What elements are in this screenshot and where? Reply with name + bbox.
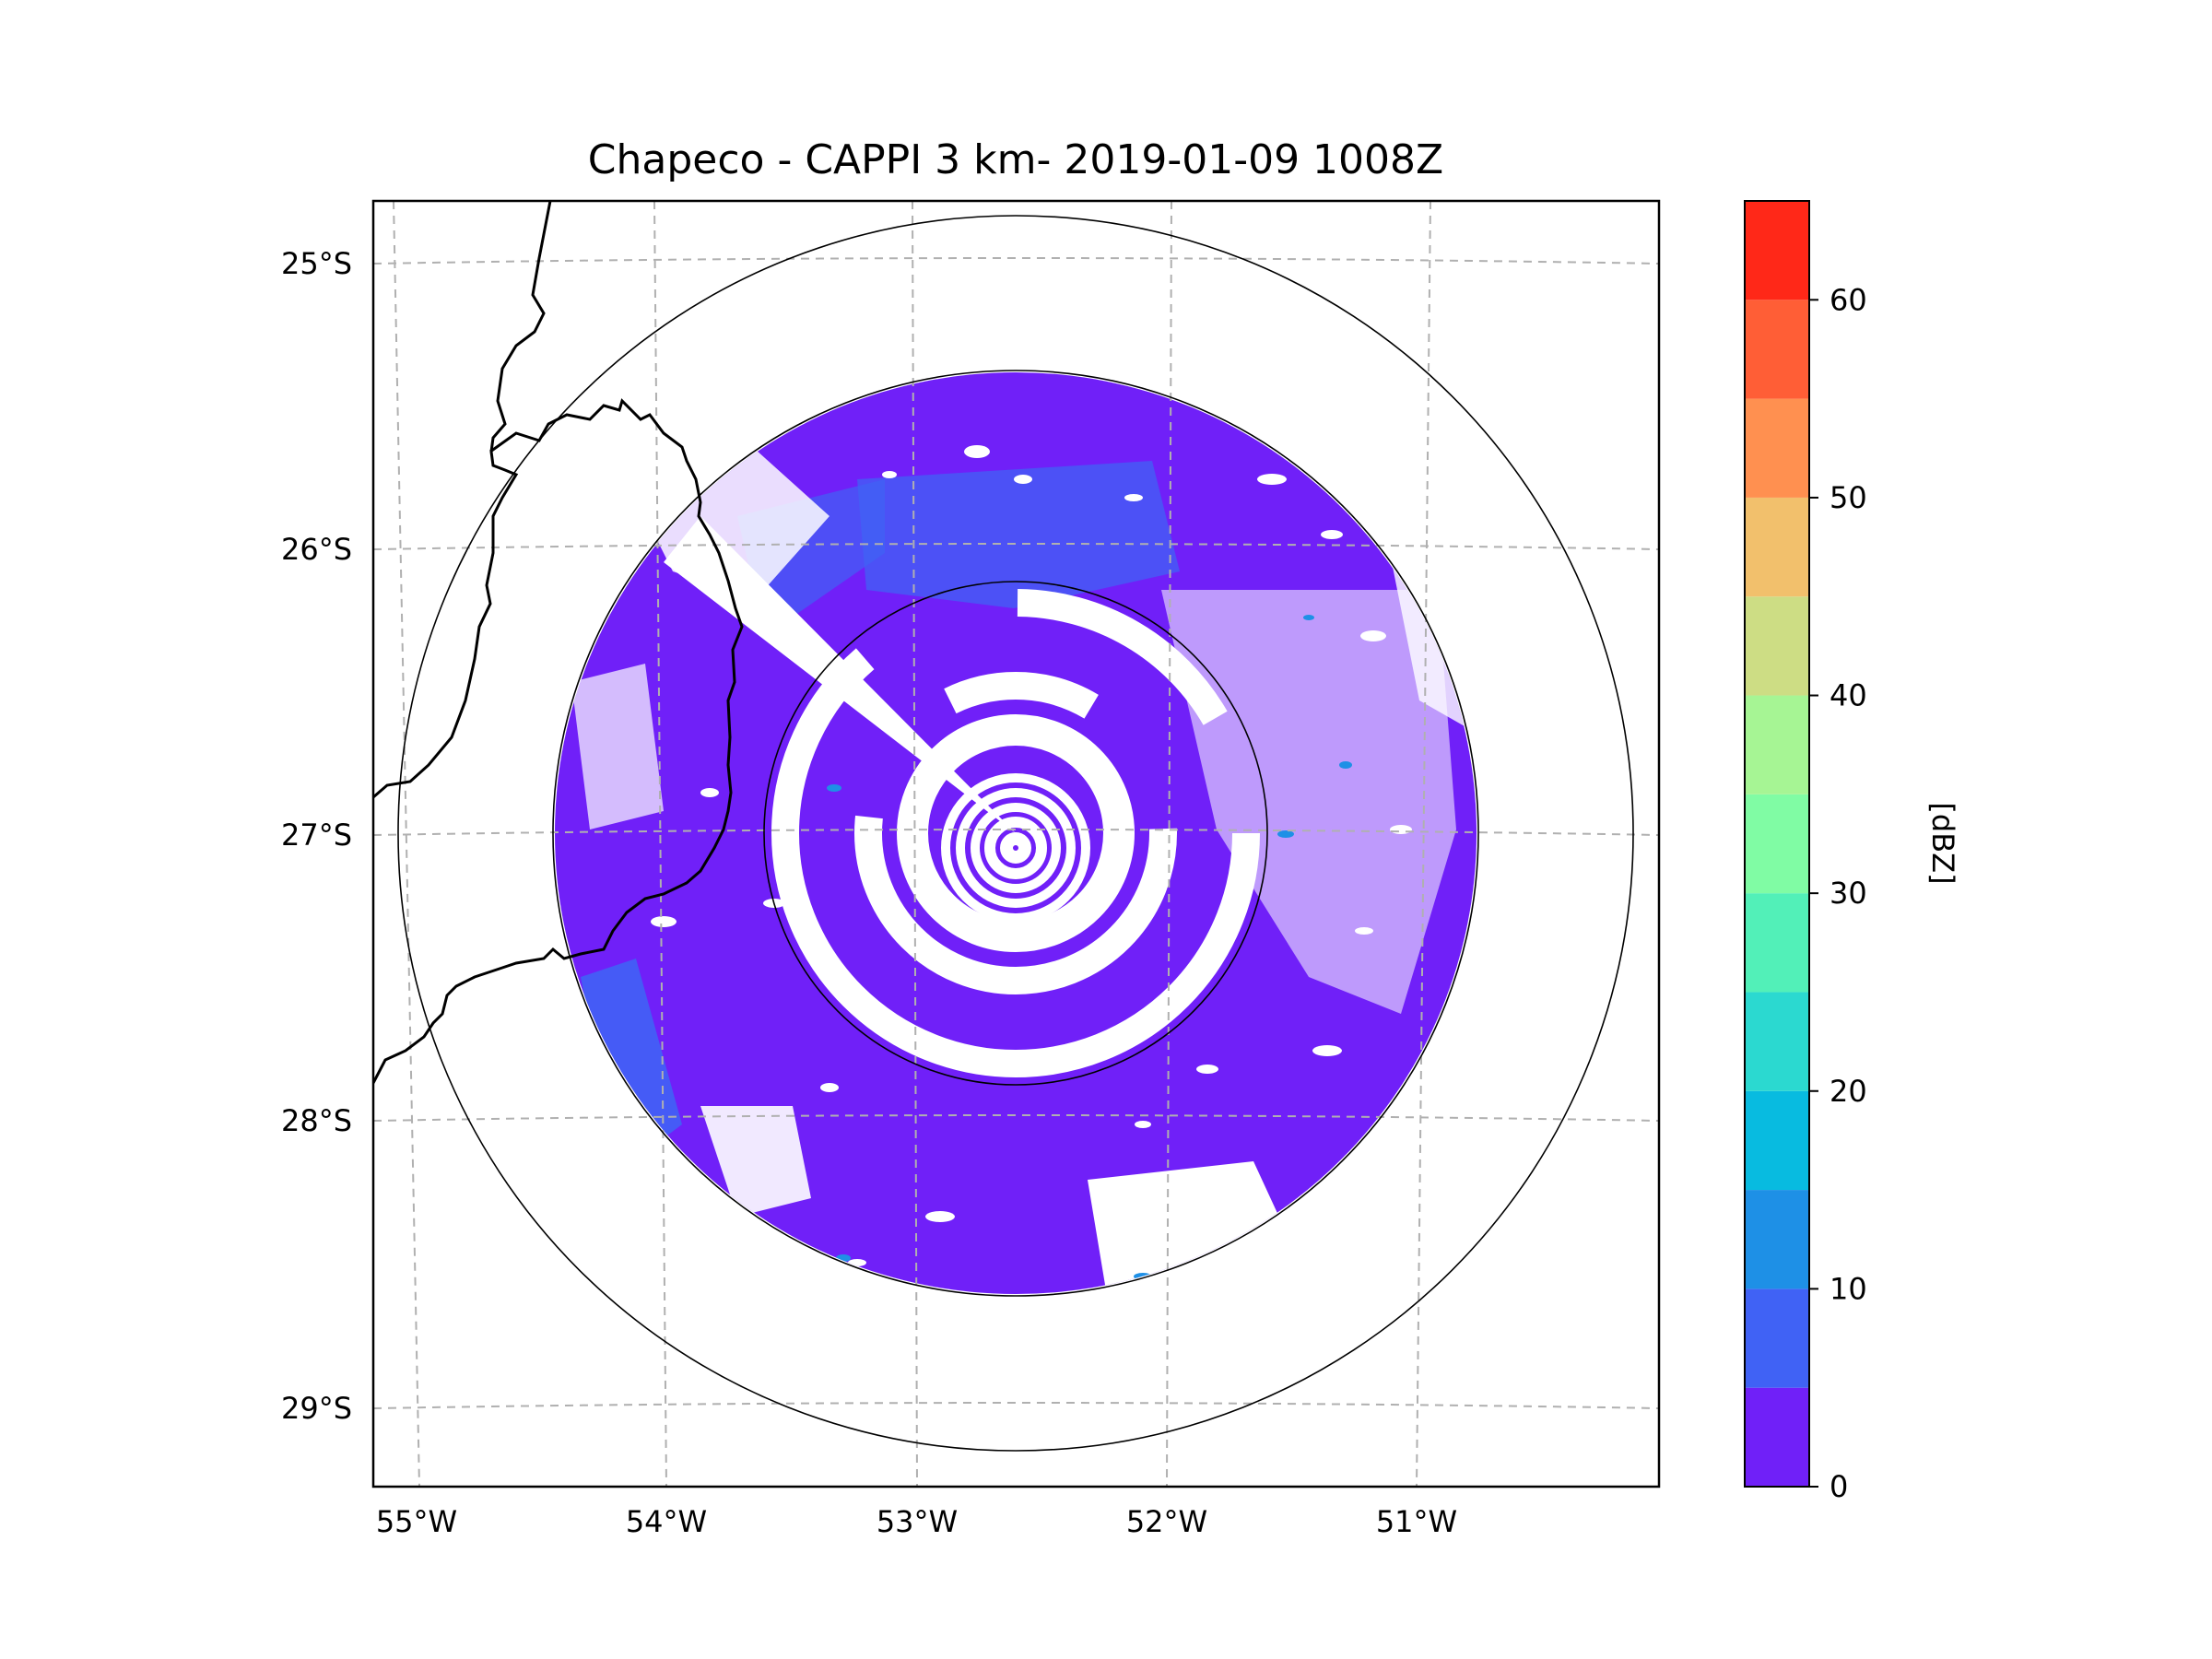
gap-south-sector (700, 1106, 811, 1217)
echo-area-south-west (581, 959, 682, 1152)
colorbar-bin-45-50 (1745, 497, 1809, 597)
gridline-lon-51w (1416, 201, 1431, 1487)
lat-label-28s: 28°S (281, 1103, 352, 1138)
colorbar-bin-5-10 (1745, 1288, 1809, 1388)
range-ring-200km (552, 370, 1479, 1297)
borders (373, 201, 744, 1084)
lat-label-27s: 27°S (281, 818, 352, 853)
colorbar: 0 10 20 30 40 50 60 [dBZ] (1744, 200, 1960, 1504)
gap-ring-mid (854, 672, 1177, 994)
border-argentina-brazil (373, 398, 744, 1084)
colorbar-bin-40-45 (1745, 596, 1809, 696)
colorbar-tick-label: 50 (1830, 480, 1867, 515)
gridline-lat-29s (373, 1402, 1659, 1409)
range-rings (397, 215, 1634, 1452)
colorbar-bin-35-40 (1745, 695, 1809, 794)
lon-label-55w: 55°W (376, 1504, 457, 1539)
lat-label-29s: 29°S (281, 1391, 352, 1426)
gap-ring-inner (897, 714, 1135, 952)
colorbar-bin-10-15 (1745, 1190, 1809, 1289)
map-panel (373, 201, 1659, 1487)
colorbar-label: [dBZ] (1925, 802, 1960, 884)
colorbar-bin-25-30 (1745, 893, 1809, 993)
gridlines (373, 201, 1659, 1487)
gap-ring-outer (771, 589, 1260, 1077)
lat-label-25s: 25°S (281, 246, 352, 281)
gridline-lat-25s (373, 257, 1659, 265)
chart-title: Chapeco - CAPPI 3 km- 2019-01-09 1008Z (588, 136, 1443, 183)
colorbar-bin-30-35 (1745, 794, 1809, 894)
border-paraguay-argentina (373, 201, 552, 799)
gap-east-sector (1161, 590, 1456, 1014)
lat-label-26s: 26°S (281, 532, 352, 567)
range-ring-300km (397, 215, 1634, 1452)
colorbar-bin-0-5 (1745, 1387, 1809, 1487)
colorbar-ticks: 0 10 20 30 40 50 60 (1809, 282, 1867, 1504)
echo-area-north (857, 461, 1180, 608)
map-frame (371, 199, 1661, 1488)
colorbar-tick-label: 40 (1830, 678, 1867, 713)
gridline-lon-52w (1166, 201, 1172, 1487)
lat-labels: 25°S 26°S 27°S 28°S 29°S (281, 246, 352, 1426)
colorbar-bin-60-65 (1745, 201, 1809, 300)
colorbar-bin-15-20 (1745, 1090, 1809, 1191)
gridline-lat-27s (373, 829, 1659, 836)
colorbar-bin-50-55 (1745, 398, 1809, 498)
range-ring-100km (763, 581, 1268, 1086)
gridline-lon-53w (912, 201, 918, 1487)
lon-label-54w: 54°W (626, 1504, 707, 1539)
gridline-lon-54w (653, 201, 667, 1487)
gridline-lat-26s (373, 543, 1659, 550)
colorbar-bin-20-25 (1745, 992, 1809, 1091)
colorbar-tick-label: 30 (1830, 876, 1867, 911)
gridline-lat-28s (373, 1114, 1659, 1122)
echo-speckle (651, 445, 1412, 1266)
radar-center-clutter (941, 773, 1090, 923)
colorbar-tick-label: 60 (1830, 282, 1867, 317)
colorbar-bins (1745, 201, 1809, 1487)
colorbar-frame (1744, 200, 1810, 1488)
colorbar-tick-label: 20 (1830, 1074, 1867, 1109)
lon-label-53w: 53°W (877, 1504, 958, 1539)
colorbar-tick-label: 0 (1830, 1469, 1848, 1504)
reflectivity-field (555, 372, 1477, 1294)
gridline-lon-55w (393, 201, 420, 1487)
colorbar-bin-55-60 (1745, 300, 1809, 399)
lon-labels: 55°W 54°W 53°W 52°W 51°W (376, 1504, 1457, 1539)
gap-west-sector (571, 664, 664, 830)
lon-label-51w: 51°W (1376, 1504, 1457, 1539)
lon-label-52w: 52°W (1126, 1504, 1207, 1539)
colorbar-tick-label: 10 (1830, 1271, 1867, 1306)
